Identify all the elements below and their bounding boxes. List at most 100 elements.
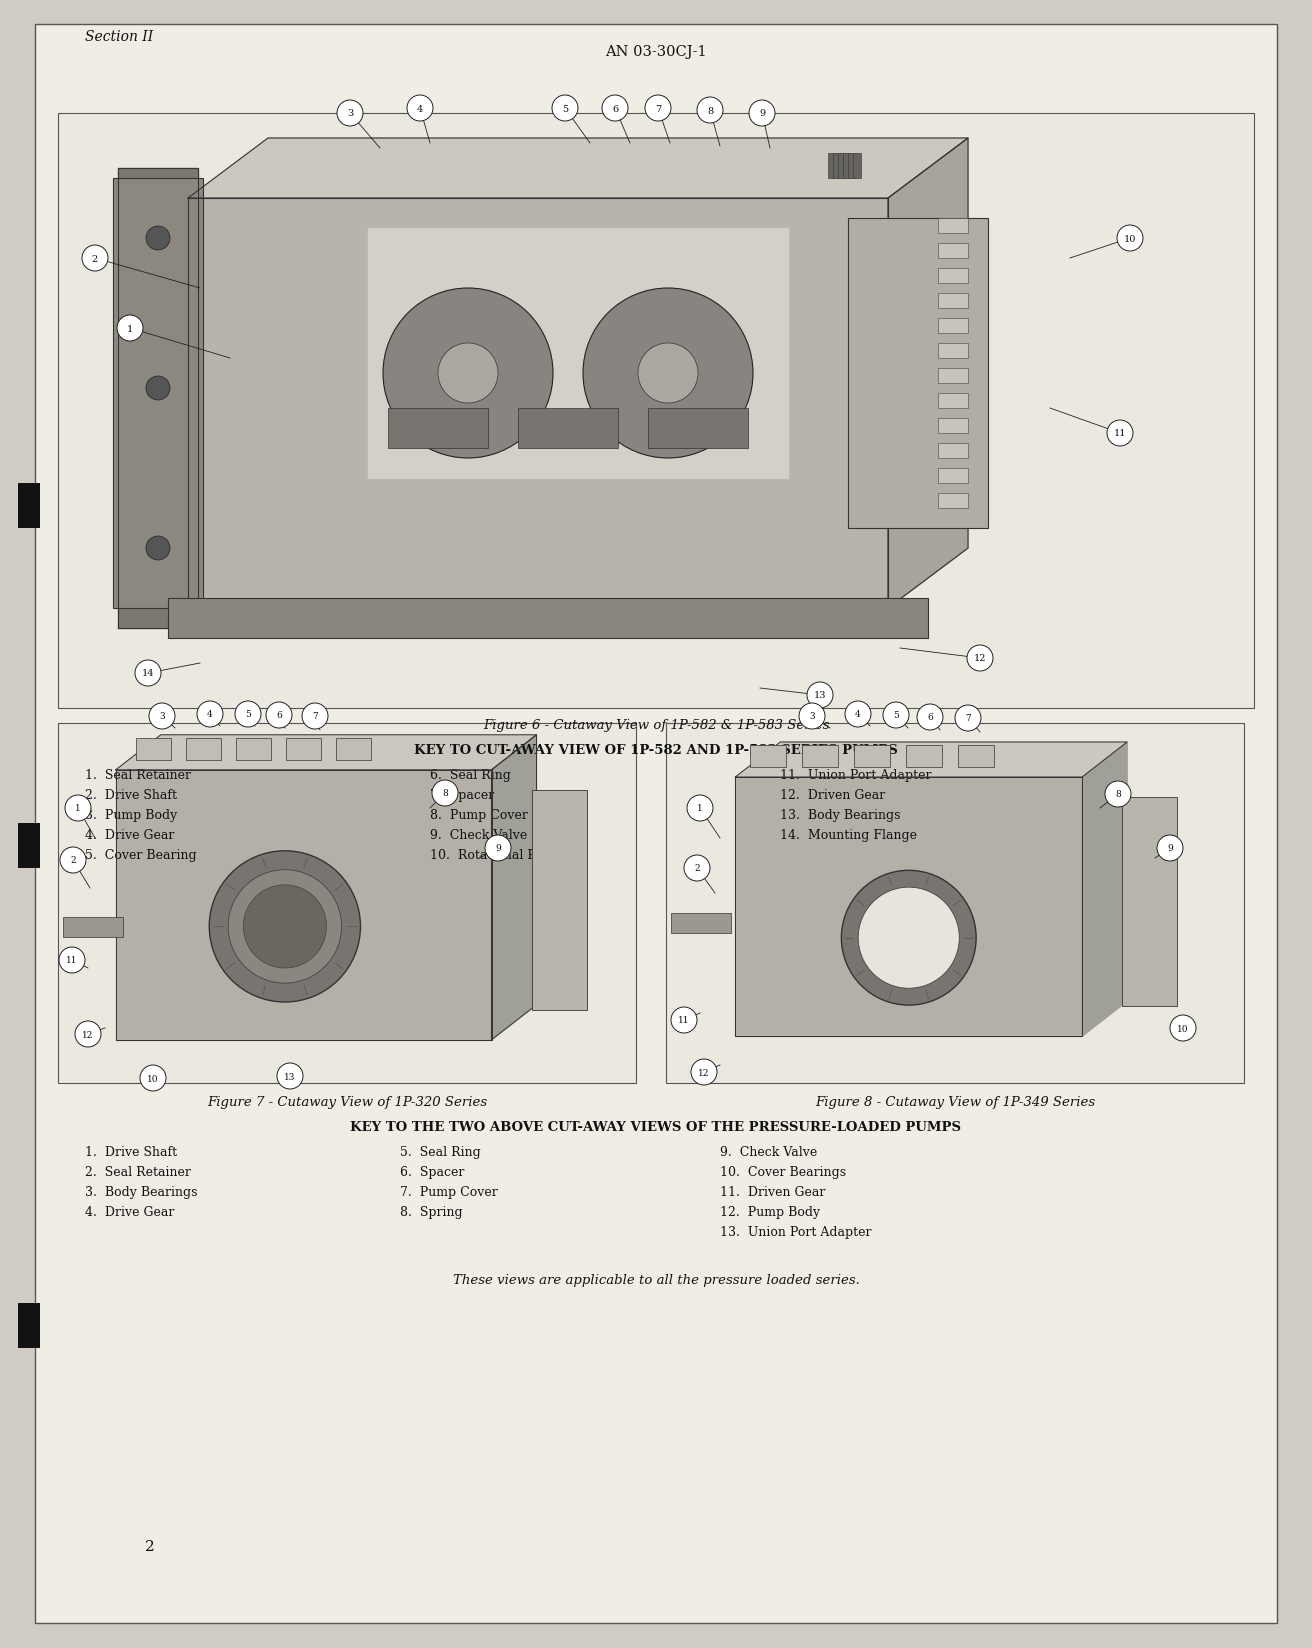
Circle shape [135,661,161,687]
Bar [907,745,942,768]
Bar [388,409,488,448]
Circle shape [670,1007,697,1033]
Bar [750,745,786,768]
Text: 8.  Pump Cover: 8. Pump Cover [430,809,527,821]
Circle shape [684,855,710,882]
Text: 6: 6 [611,104,618,114]
Text: 2: 2 [92,254,98,264]
Bar [828,153,836,180]
Text: 3.  Body Bearings: 3. Body Bearings [85,1185,198,1198]
Bar [938,468,968,485]
Circle shape [845,702,871,727]
Bar [848,153,855,180]
Text: 10.  Cover Bearings: 10. Cover Bearings [720,1165,846,1178]
Text: KEY TO CUT-AWAY VIEW OF 1P-582 AND 1P-583 SERIES PUMPS: KEY TO CUT-AWAY VIEW OF 1P-582 AND 1P-58… [415,743,897,756]
Circle shape [485,836,510,862]
Circle shape [146,377,171,400]
Circle shape [117,316,143,341]
Circle shape [691,1060,716,1086]
Circle shape [197,702,223,727]
Circle shape [432,781,458,806]
Circle shape [407,96,433,122]
Circle shape [66,796,91,821]
Text: 12: 12 [83,1030,93,1038]
Text: 8: 8 [1115,789,1120,799]
Text: 13: 13 [813,691,827,700]
Text: 1: 1 [75,804,81,812]
Polygon shape [735,743,1127,778]
Text: 8.  Spring: 8. Spring [400,1205,463,1218]
Polygon shape [188,199,888,608]
Polygon shape [115,770,492,1040]
Bar [113,180,203,608]
Bar [18,824,39,868]
Text: AN 03-30CJ-1: AN 03-30CJ-1 [605,44,707,59]
Bar [286,738,321,760]
Circle shape [1157,836,1183,862]
Bar [336,738,371,760]
Text: 4: 4 [207,710,213,719]
Text: 3: 3 [810,712,815,722]
Text: 13.  Union Port Adapter: 13. Union Port Adapter [720,1224,871,1238]
Text: 7: 7 [655,104,661,114]
Bar [938,269,968,283]
Circle shape [228,870,341,984]
Bar [803,745,838,768]
Text: 12.  Pump Body: 12. Pump Body [720,1205,820,1218]
Text: 5: 5 [562,104,568,114]
Circle shape [955,705,981,732]
Text: 11: 11 [1114,428,1126,438]
Circle shape [60,847,87,873]
Text: 6: 6 [276,710,282,720]
Text: 8: 8 [442,789,447,798]
Bar [938,443,968,458]
Circle shape [807,682,833,709]
Circle shape [243,885,327,969]
Bar [833,153,841,180]
Polygon shape [188,549,968,608]
Text: 6.  Seal Ring: 6. Seal Ring [430,768,510,781]
Circle shape [150,704,174,730]
Text: 9: 9 [758,109,765,119]
Text: 10: 10 [1124,234,1136,244]
Text: Section II: Section II [85,30,154,44]
Text: Figure 6 - Cutaway View of 1P-582 & 1P-583 Series: Figure 6 - Cutaway View of 1P-582 & 1P-5… [483,719,829,732]
Bar [938,419,968,433]
Polygon shape [115,735,537,770]
Circle shape [687,796,712,821]
Bar [848,219,988,529]
Text: 13: 13 [285,1071,295,1081]
Bar [58,723,636,1083]
Circle shape [383,288,552,458]
Polygon shape [492,735,537,1040]
Circle shape [1170,1015,1197,1042]
Text: 12: 12 [974,654,987,662]
Text: Figure 8 - Cutaway View of 1P-349 Series: Figure 8 - Cutaway View of 1P-349 Series [815,1096,1096,1109]
Circle shape [277,1063,303,1089]
Text: 2.  Seal Retainer: 2. Seal Retainer [85,1165,190,1178]
Circle shape [1107,420,1134,447]
Bar [938,293,968,308]
Text: 5.  Seal Ring: 5. Seal Ring [400,1145,480,1159]
Text: 2: 2 [694,864,699,873]
Bar [854,745,891,768]
Text: 9: 9 [495,844,501,854]
Polygon shape [735,778,1082,1037]
Text: 5.  Cover Bearing: 5. Cover Bearing [85,849,197,862]
Circle shape [967,646,993,672]
Text: 13.  Body Bearings: 13. Body Bearings [781,809,900,821]
Text: 9.  Check Valve: 9. Check Valve [430,829,527,842]
Text: 1.  Seal Retainer: 1. Seal Retainer [85,768,192,781]
Circle shape [1105,781,1131,808]
Text: 14: 14 [142,669,155,677]
Text: 4: 4 [417,104,424,114]
Circle shape [140,1065,167,1091]
Text: 12: 12 [698,1068,710,1076]
Bar [670,913,731,933]
Circle shape [81,246,108,272]
Bar [838,153,846,180]
Bar [938,394,968,409]
Circle shape [646,96,670,122]
Bar [938,318,968,335]
Bar [518,409,618,448]
